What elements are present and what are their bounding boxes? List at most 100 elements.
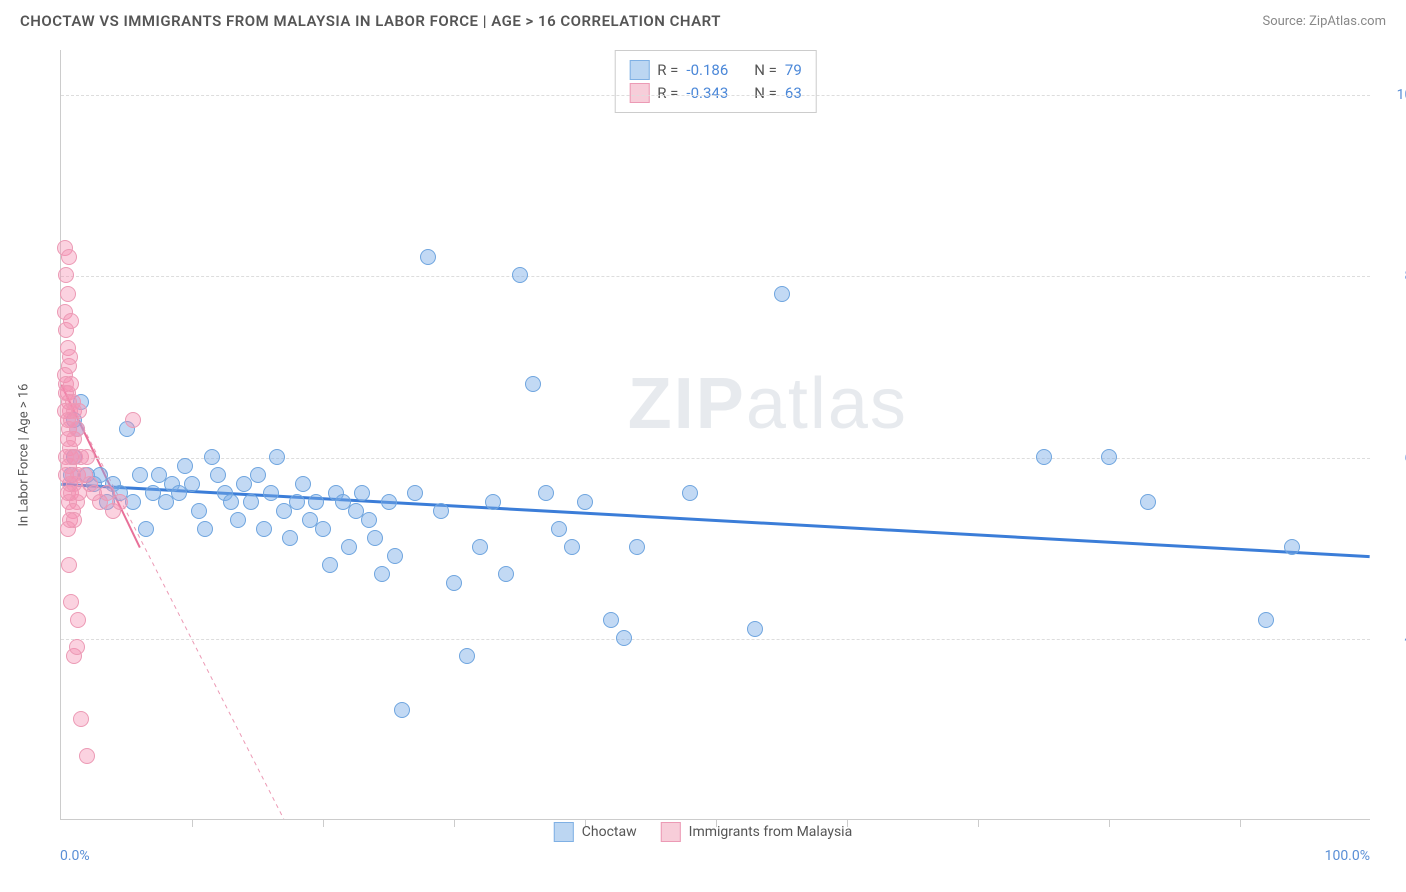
scatter-point <box>308 494 324 510</box>
scatter-point <box>269 449 285 465</box>
x-tick <box>323 819 324 827</box>
scatter-point <box>682 485 698 501</box>
scatter-point <box>538 485 554 501</box>
scatter-point <box>485 494 501 510</box>
gridline-h <box>61 458 1370 459</box>
scatter-point <box>1101 449 1117 465</box>
legend-swatch <box>661 822 681 842</box>
scatter-point <box>66 512 82 528</box>
legend-label: Choctaw <box>582 824 637 840</box>
trend-lines <box>61 50 1370 819</box>
scatter-point <box>1258 612 1274 628</box>
scatter-point <box>256 521 272 537</box>
stat-r-2: -0.343 <box>686 84 728 102</box>
scatter-point <box>551 521 567 537</box>
scatter-point <box>69 421 85 437</box>
scatter-point <box>1284 539 1300 555</box>
stat-label: N = <box>754 84 777 102</box>
stats-box: R = -0.186 N = 79 R = -0.343 N = 63 <box>614 50 817 113</box>
stats-row-2: R = -0.343 N = 63 <box>629 83 802 103</box>
stat-label: N = <box>754 61 777 79</box>
chart-title: CHOCTAW VS IMMIGRANTS FROM MALAYSIA IN L… <box>20 12 721 30</box>
scatter-point <box>191 503 207 519</box>
scatter-point <box>564 539 580 555</box>
scatter-point <box>243 494 259 510</box>
scatter-point <box>223 494 239 510</box>
x-tick <box>1109 819 1110 827</box>
scatter-point <box>61 249 77 265</box>
stat-n-1: 79 <box>785 61 802 79</box>
scatter-point <box>70 612 86 628</box>
scatter-point <box>138 521 154 537</box>
gridline-h <box>61 639 1370 640</box>
scatter-point <box>774 286 790 302</box>
legend-swatch <box>554 822 574 842</box>
scatter-point <box>73 711 89 727</box>
watermark: ZIPatlas <box>628 363 908 445</box>
legend-label: Immigrants from Malaysia <box>689 824 853 840</box>
stat-r-1: -0.186 <box>686 61 728 79</box>
scatter-point <box>60 286 76 302</box>
scatter-point <box>61 557 77 573</box>
scatter-point <box>282 530 298 546</box>
scatter-point <box>498 566 514 582</box>
source-label: Source: ZipAtlas.com <box>1262 14 1386 29</box>
scatter-point <box>1036 449 1052 465</box>
scatter-point <box>354 485 370 501</box>
gridline-h <box>61 276 1370 277</box>
stats-row-1: R = -0.186 N = 79 <box>629 60 802 80</box>
scatter-point <box>459 648 475 664</box>
chart-header: CHOCTAW VS IMMIGRANTS FROM MALAYSIA IN L… <box>0 0 1406 38</box>
scatter-point <box>361 512 377 528</box>
scatter-point <box>295 476 311 492</box>
scatter-point <box>204 449 220 465</box>
scatter-point <box>1140 494 1156 510</box>
scatter-point <box>446 575 462 591</box>
scatter-point <box>58 267 74 283</box>
x-tick <box>1240 819 1241 827</box>
scatter-point <box>603 612 619 628</box>
scatter-point <box>433 503 449 519</box>
x-axis-max-label: 100.0% <box>1325 848 1370 864</box>
scatter-point <box>322 557 338 573</box>
x-tick <box>192 819 193 827</box>
scatter-point <box>184 476 200 492</box>
scatter-point <box>263 485 279 501</box>
plot-region: ZIPatlas R = -0.186 N = 79 R = -0.343 N … <box>60 50 1370 820</box>
legend: Choctaw Immigrants from Malaysia <box>554 822 852 842</box>
scatter-point <box>367 530 383 546</box>
chart-area: In Labor Force | Age > 16 ZIPatlas R = -… <box>20 40 1386 870</box>
scatter-point <box>63 313 79 329</box>
scatter-point <box>387 548 403 564</box>
scatter-point <box>230 512 246 528</box>
scatter-point <box>525 376 541 392</box>
scatter-point <box>629 539 645 555</box>
legend-item-choctaw: Choctaw <box>554 822 637 842</box>
stat-n-2: 63 <box>785 84 802 102</box>
scatter-point <box>210 467 226 483</box>
scatter-point <box>747 621 763 637</box>
x-axis-min-label: 0.0% <box>60 848 90 864</box>
y-tick-label: 100.0% <box>1397 87 1406 103</box>
scatter-point <box>125 412 141 428</box>
x-tick <box>454 819 455 827</box>
scatter-point <box>577 494 593 510</box>
scatter-point <box>407 485 423 501</box>
scatter-point <box>472 539 488 555</box>
scatter-point <box>374 566 390 582</box>
gridline-h <box>61 95 1370 96</box>
scatter-point <box>132 467 148 483</box>
scatter-point <box>250 467 266 483</box>
scatter-point <box>112 494 128 510</box>
scatter-point <box>79 748 95 764</box>
stat-label: R = <box>657 84 678 102</box>
scatter-point <box>69 639 85 655</box>
scatter-point <box>197 521 213 537</box>
scatter-point <box>394 702 410 718</box>
legend-item-malaysia: Immigrants from Malaysia <box>661 822 853 842</box>
stats-swatch-1 <box>629 60 649 80</box>
scatter-point <box>381 494 397 510</box>
scatter-point <box>177 458 193 474</box>
stat-label: R = <box>657 61 678 79</box>
scatter-point <box>79 449 95 465</box>
